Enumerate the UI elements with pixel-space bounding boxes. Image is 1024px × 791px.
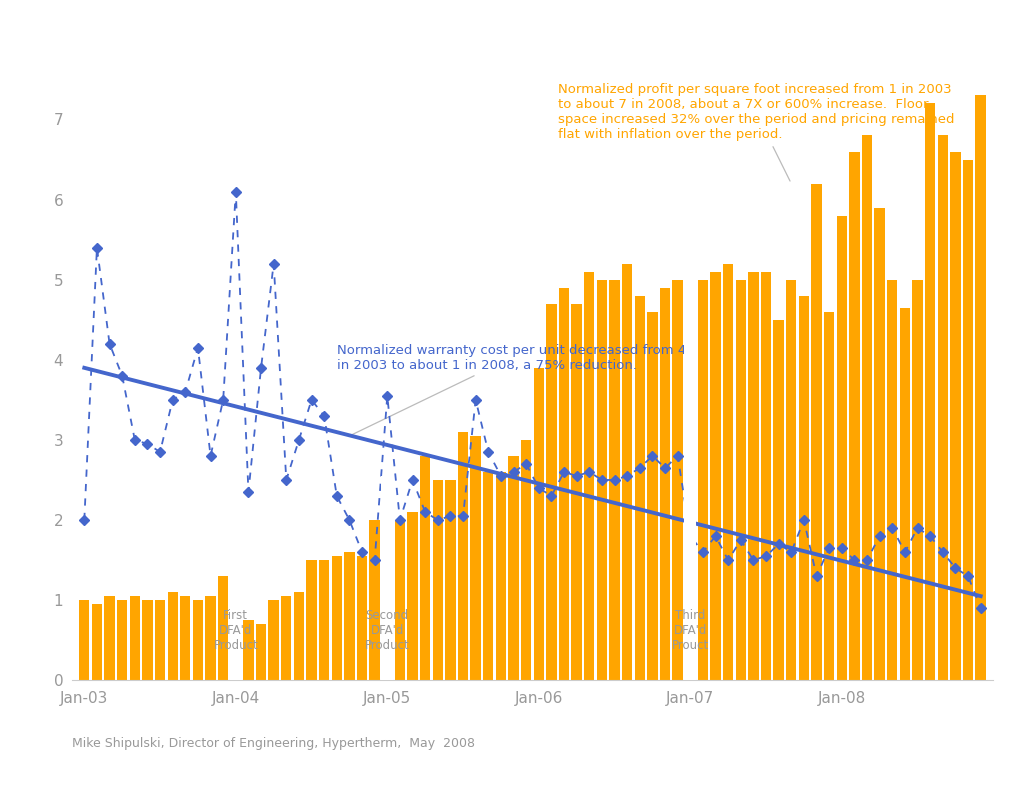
Bar (381, 476, 393, 680)
Bar (294, 592, 304, 680)
Bar (874, 207, 885, 680)
Bar (824, 312, 835, 680)
Bar (773, 320, 783, 680)
Text: Mike Shipulski, Director of Engineering, Hypertherm,  May  2008: Mike Shipulski, Director of Engineering,… (72, 736, 475, 750)
Bar (673, 280, 683, 680)
Bar (180, 596, 190, 680)
Bar (534, 368, 544, 680)
Bar (622, 263, 633, 680)
Bar (546, 304, 557, 680)
Bar (799, 296, 809, 680)
Bar (130, 596, 140, 680)
Bar (256, 624, 266, 680)
Text: First
DFA'd
Product: First DFA'd Product (213, 609, 258, 653)
Bar (887, 280, 897, 680)
Bar (92, 604, 102, 680)
Bar (597, 280, 607, 680)
Bar (925, 104, 935, 680)
Bar (684, 232, 696, 680)
Bar (268, 600, 279, 680)
Text: Third
DFA'd
Prouct: Third DFA'd Prouct (672, 609, 709, 653)
Text: Normalized warranty cost per unit decreased from 4
in 2003 to about 1 in 2008, a: Normalized warranty cost per unit decrea… (337, 344, 686, 435)
Bar (394, 520, 406, 680)
Bar (483, 472, 494, 680)
Bar (79, 600, 89, 680)
Bar (155, 600, 165, 680)
Bar (357, 556, 368, 680)
Bar (244, 620, 254, 680)
Bar (230, 616, 241, 680)
Bar (761, 271, 771, 680)
Bar (344, 552, 354, 680)
Bar (723, 263, 733, 680)
Bar (571, 304, 582, 680)
Bar (306, 560, 316, 680)
Bar (900, 308, 910, 680)
Bar (659, 288, 671, 680)
Bar (697, 280, 708, 680)
Bar (786, 280, 797, 680)
Bar (647, 312, 657, 680)
Text: Normalized profit per square foot increased from 1 in 2003
to about 7 in 2008, a: Normalized profit per square foot increa… (558, 83, 954, 181)
Bar (319, 560, 330, 680)
Bar (432, 480, 443, 680)
Bar (408, 512, 418, 680)
Bar (332, 556, 342, 680)
Bar (445, 480, 456, 680)
Bar (584, 271, 595, 680)
Bar (685, 271, 695, 680)
Bar (104, 596, 115, 680)
Bar (811, 184, 821, 680)
Bar (370, 520, 380, 680)
Bar (470, 436, 481, 680)
Bar (609, 280, 620, 680)
Bar (749, 271, 759, 680)
Bar (420, 456, 430, 680)
Text: Second
DFA'd
Product: Second DFA'd Product (365, 609, 410, 653)
Bar (735, 280, 745, 680)
Bar (559, 288, 569, 680)
Bar (508, 456, 519, 680)
Bar (963, 160, 973, 680)
Bar (382, 516, 392, 680)
Bar (849, 152, 859, 680)
Bar (458, 432, 468, 680)
Bar (711, 271, 721, 680)
Bar (635, 296, 645, 680)
Bar (837, 216, 847, 680)
Bar (950, 152, 961, 680)
Bar (912, 280, 923, 680)
Bar (862, 135, 872, 680)
Bar (193, 600, 203, 680)
Bar (142, 600, 153, 680)
Bar (521, 440, 531, 680)
Bar (117, 600, 127, 680)
Bar (229, 576, 242, 680)
Bar (976, 96, 986, 680)
Bar (218, 576, 228, 680)
Bar (206, 596, 216, 680)
Bar (496, 472, 506, 680)
Bar (938, 135, 948, 680)
Bar (168, 592, 178, 680)
Bar (282, 596, 292, 680)
